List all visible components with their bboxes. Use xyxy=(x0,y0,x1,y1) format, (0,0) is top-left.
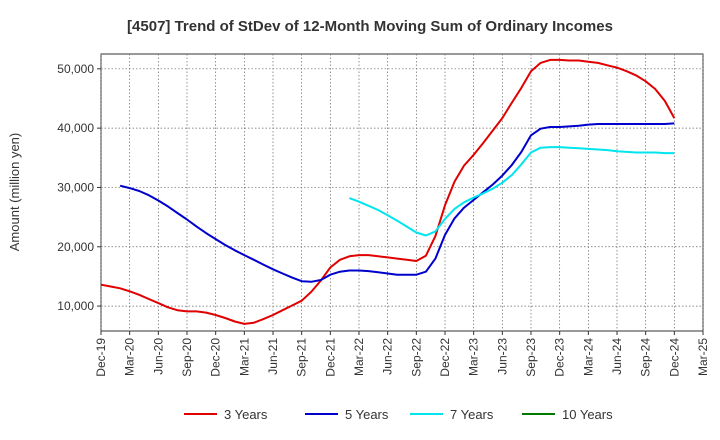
series-line-5-years xyxy=(119,122,675,283)
x-tick-label: Mar-25 xyxy=(696,338,710,376)
x-tick-label: Sep-24 xyxy=(639,338,653,377)
x-tick-label: Mar-22 xyxy=(352,338,366,376)
x-tick-label: Dec-23 xyxy=(553,338,567,377)
y-tick-label: 40,000 xyxy=(57,121,94,135)
x-tick-label: Mar-23 xyxy=(467,338,481,376)
x-tick-label: Jun-22 xyxy=(381,338,395,375)
plot-area xyxy=(100,53,704,332)
series-line-7-years xyxy=(349,146,675,237)
series-line-3-years xyxy=(100,58,676,325)
x-tick-label: Jun-20 xyxy=(151,338,165,375)
x-axis-ticks: Dec-19 Mar-20 Jun-20 Sep-20 Dec-20 Mar-21 Jun-… xyxy=(94,331,710,377)
x-tick-label: Jun-21 xyxy=(266,338,280,375)
y-tick-label: 10,000 xyxy=(57,299,94,313)
x-tick-label: Mar-20 xyxy=(123,338,137,376)
gridlines xyxy=(100,54,704,331)
x-tick-label: Dec-22 xyxy=(438,338,452,377)
y-tick-label: 20,000 xyxy=(57,240,94,254)
x-tick-label: Dec-19 xyxy=(94,338,108,377)
x-tick-label: Sep-23 xyxy=(524,338,538,377)
x-tick-label: Sep-22 xyxy=(409,338,423,377)
series-lines xyxy=(100,58,676,325)
x-tick-label: Dec-21 xyxy=(323,338,337,377)
y-axis-ticks: 10,000 20,000 30,000 40,000 50,000 xyxy=(57,62,101,313)
chart-title: [4507] Trend of StDev of 12-Month Moving… xyxy=(127,18,613,35)
x-tick-label: Sep-20 xyxy=(180,338,194,377)
x-tick-label: Jun-23 xyxy=(495,338,509,375)
x-tick-label: Dec-24 xyxy=(667,338,681,377)
legend: 3 Years 5 Years 7 Years 10 Years xyxy=(184,407,613,422)
x-tick-label: Mar-24 xyxy=(581,338,595,376)
y-axis-label: Amount (million yen) xyxy=(7,133,22,252)
x-tick-label: Sep-21 xyxy=(295,338,309,377)
x-tick-label: Mar-21 xyxy=(237,338,251,376)
legend-label: 3 Years xyxy=(224,407,268,422)
y-tick-label: 50,000 xyxy=(57,62,94,76)
legend-label: 7 Years xyxy=(450,407,494,422)
y-tick-label: 30,000 xyxy=(57,180,94,194)
legend-label: 5 Years xyxy=(345,407,389,422)
x-tick-label: Dec-20 xyxy=(209,338,223,377)
legend-label: 10 Years xyxy=(562,407,613,422)
x-tick-label: Jun-24 xyxy=(610,338,624,375)
